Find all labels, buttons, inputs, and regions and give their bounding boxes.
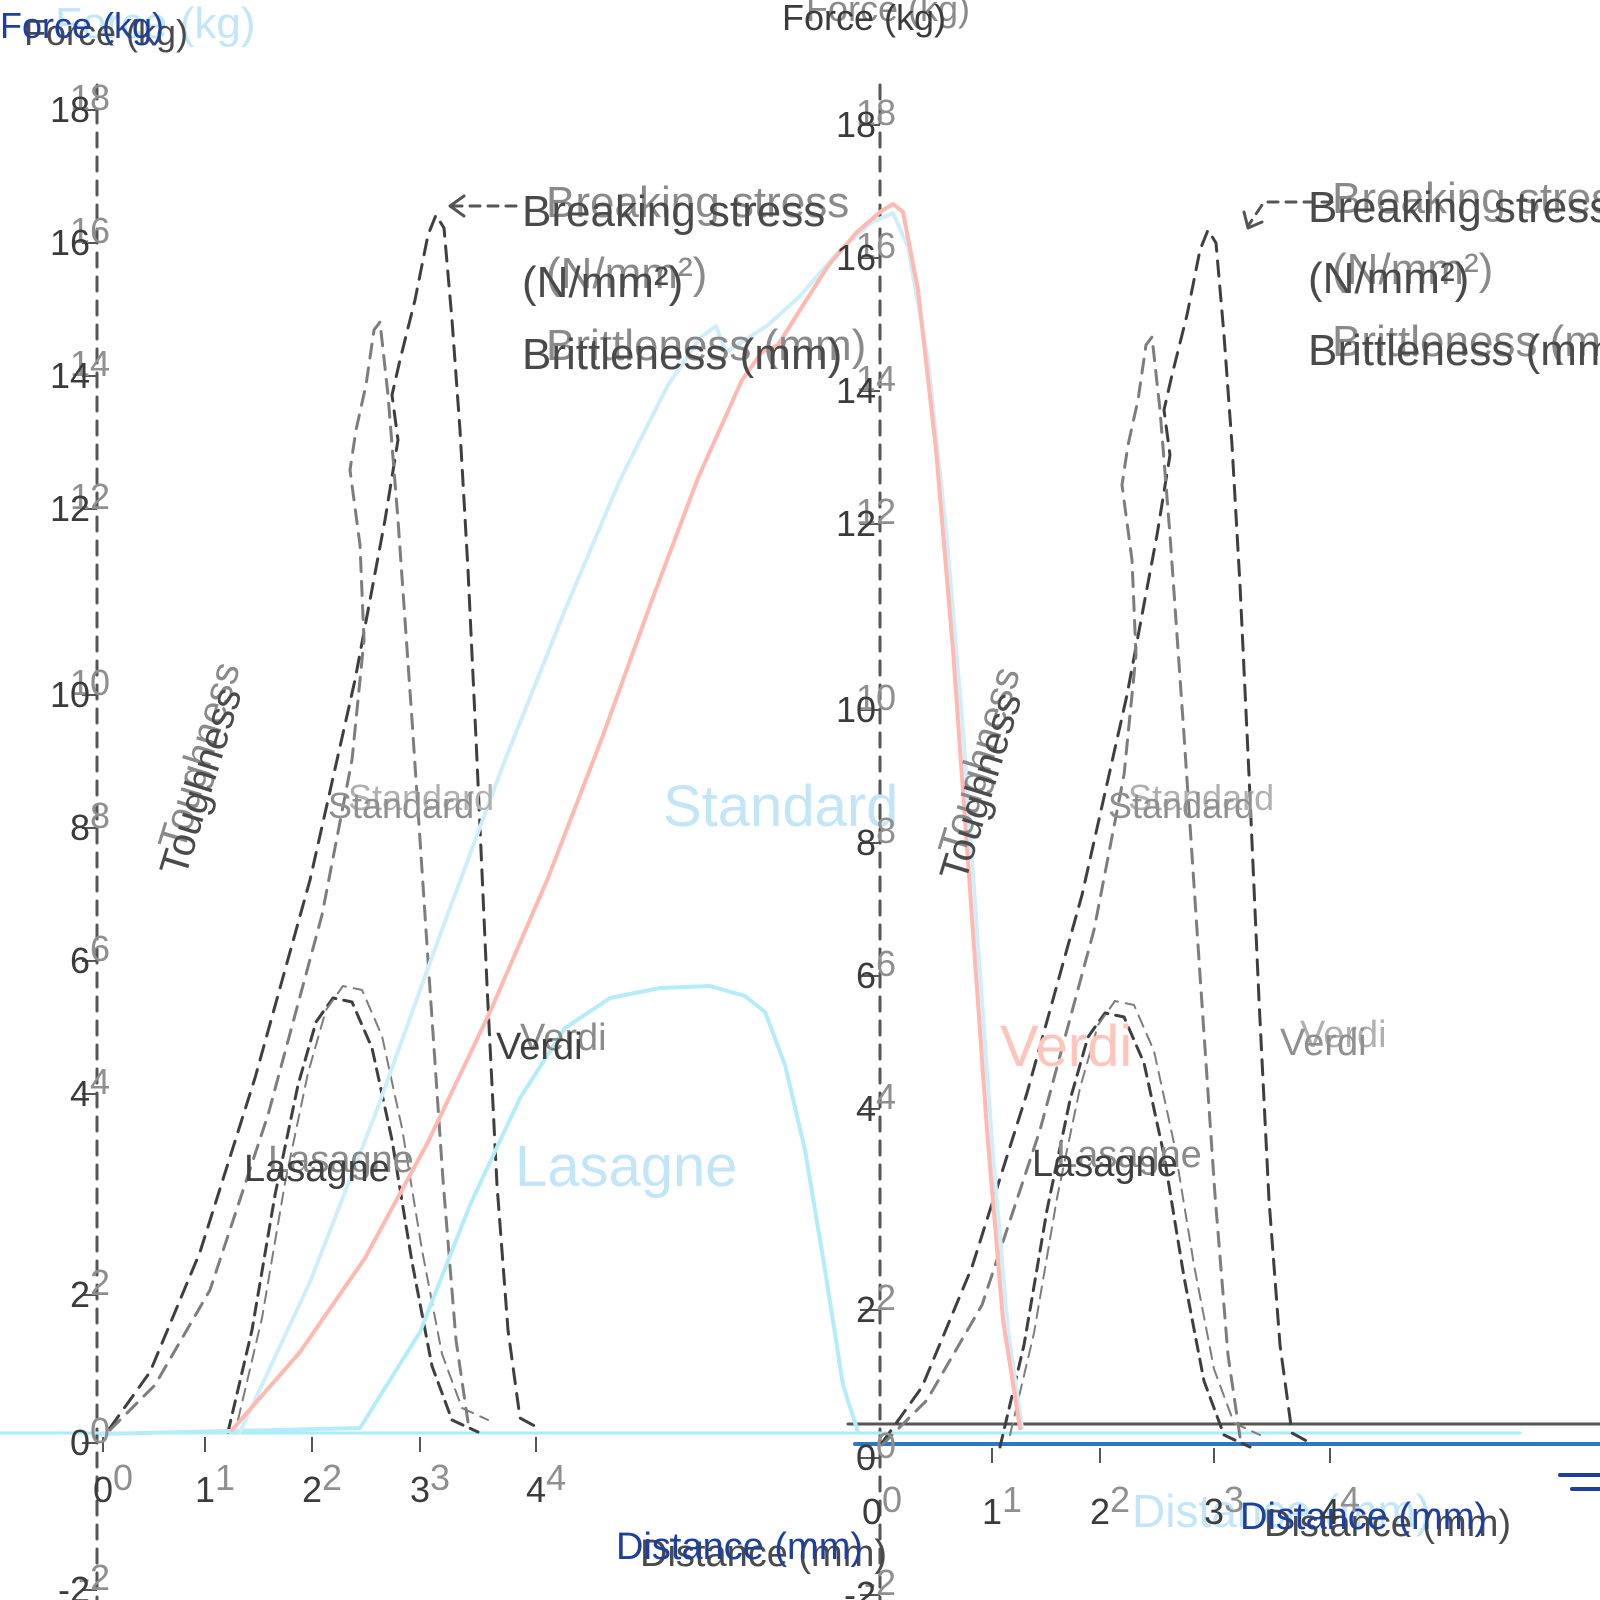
annotation-line-1: Breaking stress [522,187,826,236]
y-tick-label: 10 [835,689,876,730]
y-tick-label: 4 [69,1073,90,1114]
verdi-pale-wide [230,202,1022,1432]
annotation-arrowhead-right [1242,210,1264,230]
y-tick-label: 10 [49,674,90,715]
y-tick-label: 2 [855,1289,876,1330]
lasagne-hump-right [998,1011,1252,1449]
distance-axis-label-pale: Distance (mm) [1132,1485,1432,1537]
y-tick-label: 18 [49,89,90,130]
x-tick-label: 1 [981,1491,1003,1532]
y-tick-label: 2 [69,1274,90,1315]
series-label-verdi-right: Verdi [1280,1022,1367,1064]
series-label-verdi-left: Verdi [496,1026,583,1068]
series-label-lasagne-right: Lasagne [1032,1143,1178,1185]
series-label-lasagne-left: Lasagne [244,1148,390,1190]
annotation-connector-right [1246,200,1334,228]
series-label-standard-left: Standard [328,785,475,826]
y-tick-label: 16 [835,237,876,278]
y-tick-label: 14 [49,355,90,396]
x-tick-label: 0 [92,1469,114,1510]
standard-main-left [108,213,544,1432]
y-tick-label: -2 [843,1574,876,1600]
y-tick-label: 6 [855,955,876,996]
distance-axis-label-left: Distance (mm) [616,1526,864,1568]
y-tick-label: 4 [855,1088,876,1129]
x-tick-label: 2 [301,1469,323,1510]
annotation-line-1: Breaking stress [1308,183,1600,232]
force-axis-label-right: Force (kg) [782,0,947,38]
series-label-standard-pale: Standard [663,774,899,839]
standard-ghost-left [108,320,470,1432]
x-tick-label: 4 [525,1469,547,1510]
standard-main-right [880,228,1316,1447]
y-tick-label: 8 [855,822,876,863]
y-tick-label: 12 [835,503,876,544]
series-label-verdi-pale: Verdi [1000,1014,1133,1079]
y-tick-label: 0 [855,1437,876,1478]
y-tick-label: 6 [69,940,90,981]
x-tick-label: 0 [861,1491,883,1532]
lasagne-hump-ghost-left [237,985,489,1421]
lasagne-pale-wide [98,984,860,1436]
series-label-standard-right: Standard [1108,785,1255,826]
series-label-lasagne-pale: Lasagne [515,1134,738,1199]
annotation-line-2: (N/mm²) [522,258,684,308]
lasagne-hump-left [226,996,480,1434]
lasagne-hump-ghost-right [1009,1000,1261,1436]
x-tick-label: 2 [1089,1491,1111,1532]
y-tick-label: 12 [49,488,90,529]
y-tick-label: -2 [57,1569,90,1600]
y-tick-label: 14 [835,370,876,411]
x-tick-label: 4 [1319,1491,1341,1532]
force-axis-label-pale: Force (kg) [55,0,256,48]
x-tick-label: 3 [1203,1491,1225,1532]
y-tick-label: 8 [69,807,90,848]
annotation-breaking-stress-right: Breaking stress (N/mm²) Brittleness (mm) [1308,172,1600,386]
distance-axis-label-right: Distance (mm) [1240,1496,1488,1538]
annotation-line-2: (N/mm²) [1308,254,1470,304]
annotation-breaking-stress-left: Breaking stress (N/mm²) Brittleness (mm) [522,176,842,390]
annotation-arrowhead-left [448,194,466,218]
x-tick-label: 3 [409,1469,431,1510]
y-tick-label: 16 [49,222,90,263]
y-tick-label: 0 [69,1422,90,1463]
annotation-line-3: Brittleness (mm) [522,329,843,379]
x-tick-label: 1 [194,1469,216,1510]
standard-ghost-right [880,335,1242,1447]
standard-pale-wide [238,211,1024,1434]
annotation-line-3: Brittleness (mm) [1308,325,1600,375]
force-axis-label-left: Force (kg) [0,5,165,46]
y-tick-label: 18 [835,104,876,145]
